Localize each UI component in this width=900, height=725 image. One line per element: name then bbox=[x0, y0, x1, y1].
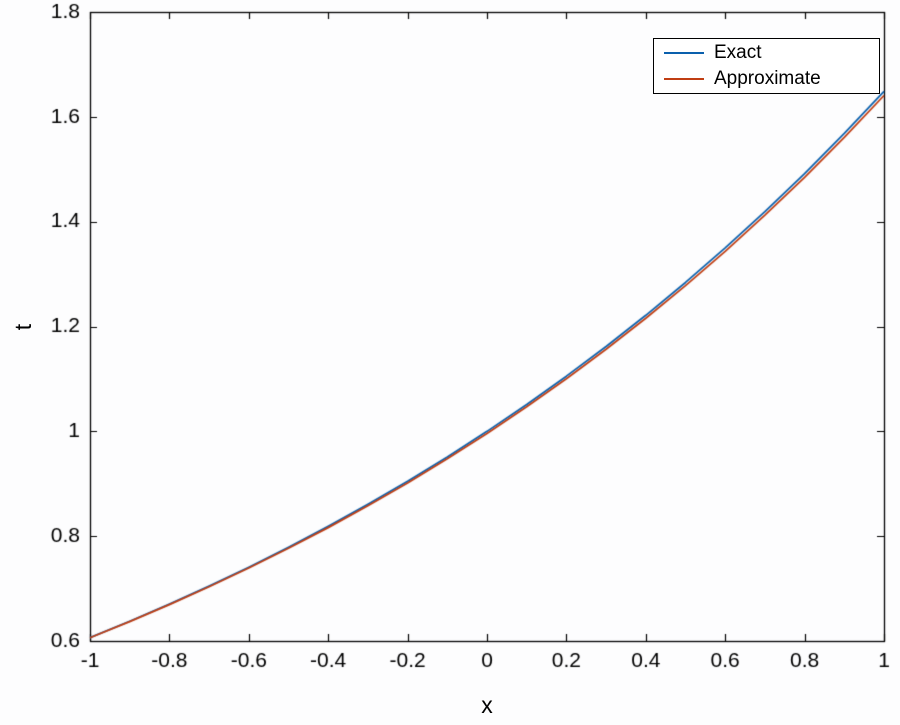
x-axis-label: x bbox=[481, 692, 493, 718]
legend-row: Approximate bbox=[664, 68, 879, 90]
legend-row: Exact bbox=[664, 42, 879, 64]
legend: Exact Approximate bbox=[653, 38, 880, 94]
legend-line-sample bbox=[664, 52, 704, 55]
legend-line-sample bbox=[664, 77, 704, 80]
y-axis-label: t bbox=[9, 323, 36, 331]
legend-label: Approximate bbox=[714, 67, 821, 89]
legend-label: Exact bbox=[714, 42, 762, 64]
